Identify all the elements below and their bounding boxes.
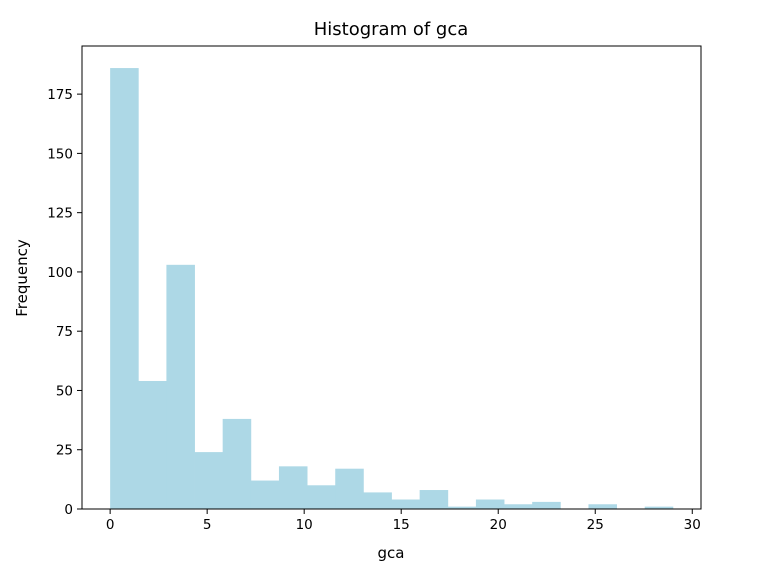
x-tick-label: 5 — [203, 517, 212, 533]
x-axis-label: gca — [378, 544, 405, 562]
x-tick-label: 20 — [490, 517, 507, 533]
x-tick-label: 0 — [106, 517, 115, 533]
histogram-bar — [138, 380, 167, 509]
histogram-bar — [391, 499, 421, 509]
histogram-bar — [532, 501, 561, 509]
histogram-bar — [194, 452, 224, 509]
histogram-bar — [166, 264, 195, 509]
y-tick-label: 125 — [47, 206, 73, 222]
histogram-bar — [419, 490, 449, 509]
y-tick-label: 150 — [47, 146, 73, 162]
plot-frame — [81, 45, 702, 510]
x-tick-label: 30 — [684, 517, 701, 533]
histogram-bar — [504, 504, 533, 509]
chart-title: Histogram of gca — [314, 19, 469, 40]
y-axis-label: Frequency — [13, 239, 31, 317]
histogram-bar — [110, 68, 139, 510]
histogram-bar — [363, 492, 392, 509]
y-axis-ticks: 0 25 50 75 100 125 150 175 — [47, 87, 82, 518]
histogram-bar — [278, 466, 308, 509]
y-tick-label: 75 — [56, 324, 73, 340]
histogram-bar — [588, 504, 617, 509]
histogram-bar — [335, 468, 364, 509]
histogram-bar — [222, 418, 252, 509]
x-tick-label: 15 — [393, 517, 410, 533]
histogram-bar — [307, 485, 336, 509]
y-tick-label: 0 — [64, 502, 73, 518]
histogram-bar — [447, 506, 477, 509]
histogram-bar — [475, 499, 505, 509]
x-tick-label: 10 — [296, 517, 313, 533]
y-tick-label: 100 — [47, 265, 73, 281]
histogram-bar — [644, 506, 674, 509]
x-axis-ticks: 0 5 10 15 20 25 30 — [106, 509, 701, 533]
y-tick-label: 175 — [47, 87, 73, 103]
histogram-bar — [250, 480, 280, 509]
bars-group — [110, 68, 674, 510]
x-tick-label: 25 — [587, 517, 604, 533]
y-tick-label: 50 — [56, 383, 73, 399]
y-tick-label: 25 — [56, 443, 73, 459]
